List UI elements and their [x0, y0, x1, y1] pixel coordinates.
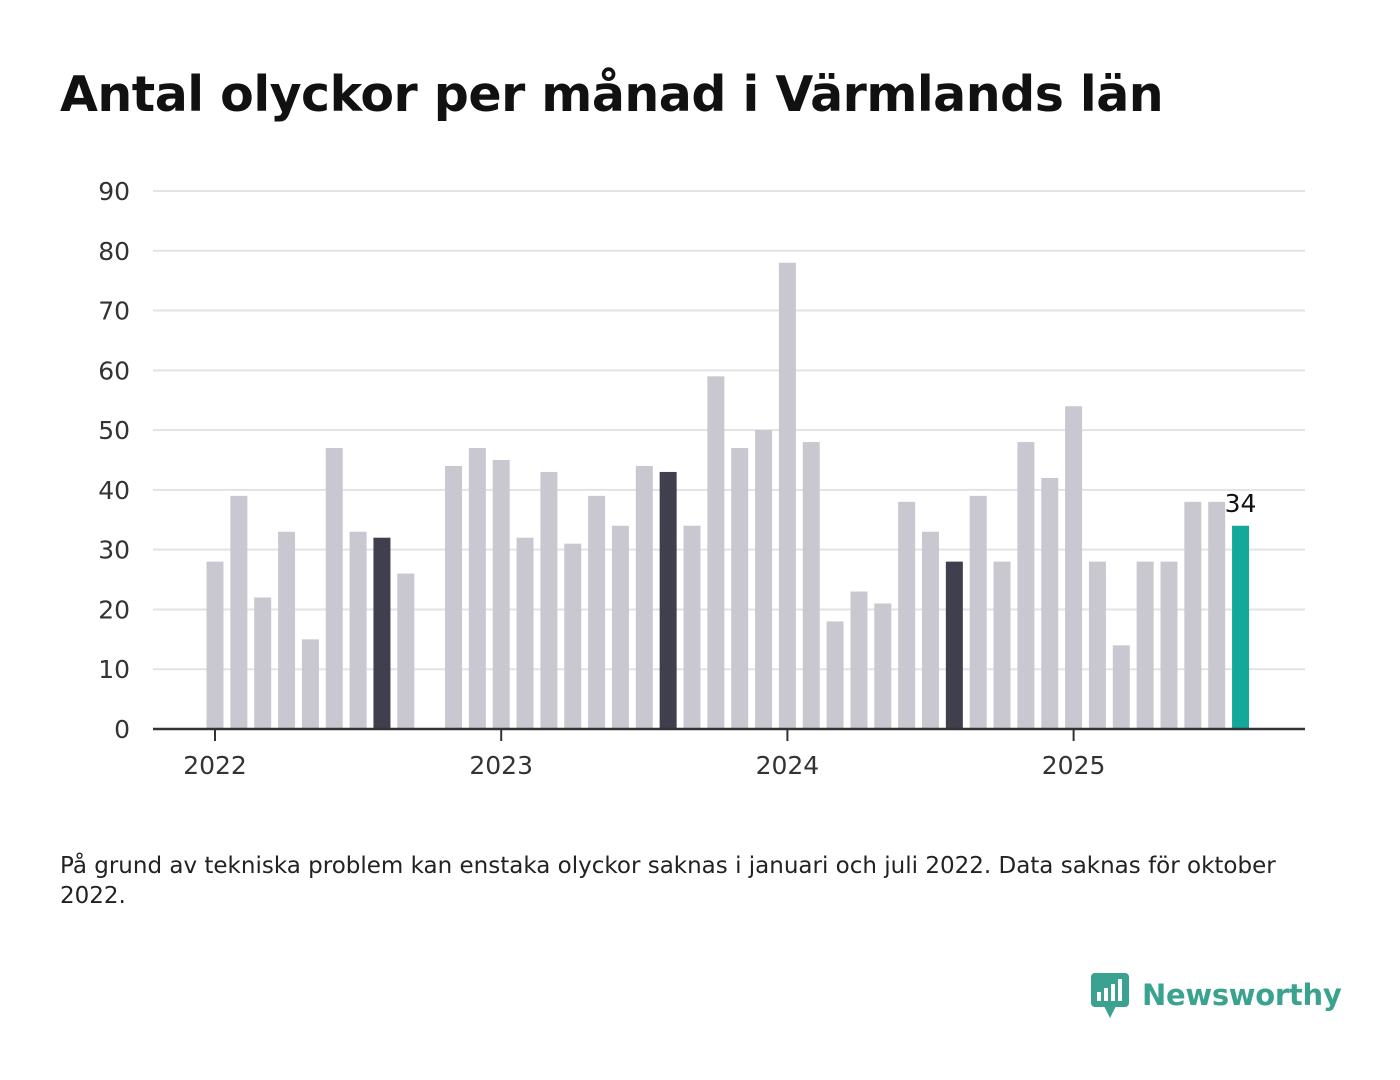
bar-2025-05 [1160, 561, 1178, 729]
bar-2024-02 [802, 442, 820, 729]
bar-2023-05 [588, 495, 606, 729]
y-tick-label: 90 [98, 177, 130, 206]
bar-2023-01 [492, 460, 510, 729]
bar-2022-09 [397, 573, 415, 729]
bar-2023-12 [755, 430, 773, 729]
chart-title: Antal olyckor per månad i Värmlands län [60, 66, 1164, 123]
y-tick-label: 30 [98, 536, 130, 565]
bar-2025-08 [1232, 525, 1250, 729]
x-axis [153, 727, 1305, 741]
bar-2025-06 [1184, 501, 1202, 729]
gridlines [153, 190, 1305, 671]
y-tick-label: 0 [114, 715, 130, 744]
bar-2022-05 [301, 639, 319, 729]
bar-2024-04 [850, 591, 868, 729]
bar-2023-06 [611, 525, 629, 729]
y-tick-label: 20 [98, 595, 130, 624]
y-tick-label: 50 [98, 416, 130, 445]
bar-2023-08 [659, 471, 677, 729]
y-tick-label: 10 [98, 655, 130, 684]
bar-2024-03 [826, 621, 844, 729]
bar-2022-12 [468, 448, 486, 729]
bar-2022-07 [349, 531, 367, 729]
y-tick-label: 70 [98, 297, 130, 326]
bar-2023-11 [731, 448, 749, 729]
bar-2022-11 [445, 465, 462, 729]
bar-2022-04 [278, 531, 296, 729]
bar-2022-02 [230, 495, 248, 729]
bar-2025-01 [1065, 406, 1083, 729]
bar-2023-04 [564, 543, 582, 729]
y-tick-label: 60 [98, 356, 130, 385]
bar-2024-10 [993, 561, 1011, 729]
bar-2022-06 [325, 448, 343, 729]
bar-2025-03 [1112, 645, 1130, 729]
bar-2025-02 [1088, 561, 1106, 729]
bar-2025-07 [1208, 501, 1226, 729]
x-tick-label: 2022 [183, 751, 247, 780]
bar-2024-09 [969, 495, 987, 729]
bar-2023-09 [683, 525, 701, 729]
bar-2023-07 [635, 465, 653, 729]
bar-2024-11 [1017, 442, 1035, 729]
y-tick-label: 80 [98, 237, 130, 266]
bar-chart: 0 10 20 30 40 50 60 70 80 90 2022 2023 2024 2025 34 [98, 177, 1305, 780]
bar-2024-06 [898, 501, 916, 729]
bar-2024-05 [874, 603, 892, 729]
bars [206, 262, 1250, 729]
x-tick-label: 2024 [756, 751, 820, 780]
footnote: På grund av tekniska problem kan enstaka… [60, 853, 1276, 909]
x-tick-label: 2025 [1042, 751, 1106, 780]
brand-logo[interactable]: Newsworthy [1090, 970, 1342, 1020]
bar-2024-07 [922, 531, 939, 729]
bar-2024-01 [778, 262, 796, 729]
bar-2022-01 [206, 561, 224, 729]
bar-2023-03 [540, 471, 558, 729]
bar-2023-02 [516, 537, 534, 729]
x-tick-label: 2023 [469, 751, 533, 780]
bar-2022-08 [373, 537, 391, 729]
newsworthy-chart-bubble-icon [1091, 973, 1129, 1018]
brand-name: Newsworthy [1142, 978, 1342, 1012]
data-label-2025-08: 34 [1225, 489, 1257, 518]
bar-2024-12 [1041, 477, 1059, 729]
tick-labels: 0 10 20 30 40 50 60 70 80 90 2022 2023 2024 2025 34 [98, 177, 1256, 780]
bar-2025-04 [1136, 561, 1154, 729]
bar-2024-08 [945, 561, 963, 729]
bar-2022-03 [254, 597, 272, 729]
y-tick-label: 40 [98, 476, 130, 505]
bar-2023-10 [707, 376, 725, 729]
